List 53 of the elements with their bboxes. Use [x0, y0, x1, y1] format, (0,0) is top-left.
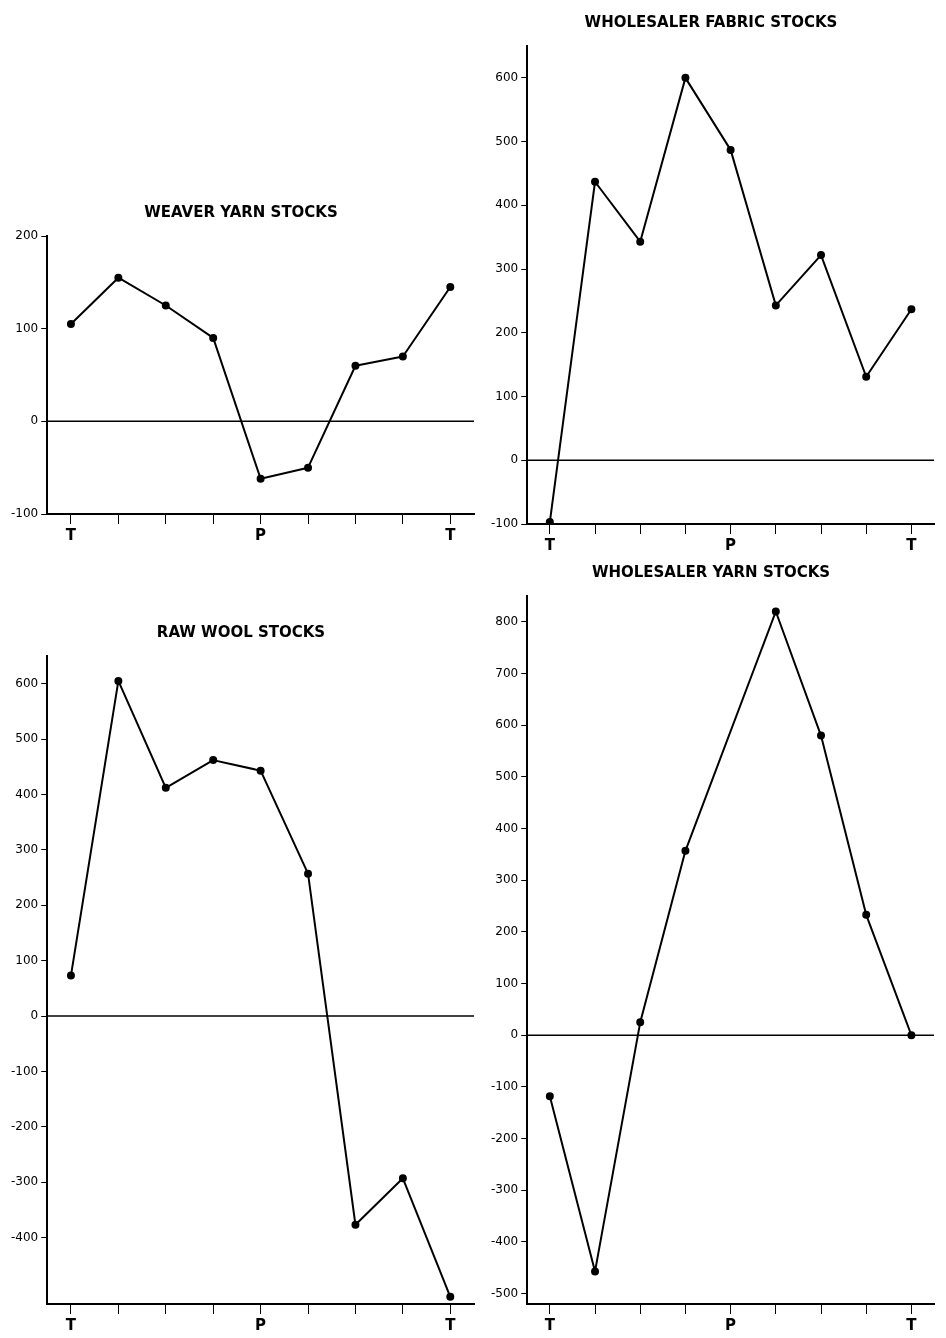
y-tick-label: 0 [30, 413, 39, 428]
x-tick-label: T [65, 525, 77, 544]
y-tick-label: 600 [495, 717, 519, 732]
y-tick-label: 200 [15, 897, 39, 912]
chart-title: WEAVER YARN STOCKS [144, 202, 338, 221]
y-tick-label: 600 [495, 69, 519, 84]
y-tick-label: -200 [491, 1130, 519, 1145]
y-tick-label: 400 [15, 786, 39, 801]
chart-title: WHOLESALER FABRIC STOCKS [584, 12, 838, 31]
y-tick-label: 500 [495, 769, 519, 783]
y-tick-label: -400 [11, 1229, 39, 1244]
y-tick-label: 400 [495, 820, 519, 835]
y-tick-label: 400 [495, 197, 519, 212]
y-tick-label: -200 [11, 1118, 39, 1133]
y-tick-label: 800 [495, 613, 519, 628]
y-tick-label: 100 [15, 952, 39, 967]
y-tick-label: 0 [510, 1027, 519, 1042]
y-tick-label: -500 [491, 1285, 519, 1300]
x-tick-label: T [445, 525, 457, 544]
y-tick-label: 700 [495, 665, 519, 680]
y-tick-label: 0 [510, 452, 519, 467]
x-tick-label: T [906, 1315, 918, 1334]
chart-title: RAW WOOL STOCKS [156, 622, 326, 641]
y-tick-label: -300 [491, 1182, 519, 1197]
y-tick-label: 300 [15, 841, 39, 856]
y-tick-label: 200 [15, 228, 39, 243]
y-tick-label: 100 [495, 975, 519, 990]
y-tick-label: 600 [15, 675, 39, 690]
y-tick-label: 100 [495, 388, 519, 403]
y-tick-label: 300 [495, 872, 519, 887]
y-tick-label: 500 [495, 133, 519, 148]
y-tick-label: 500 [15, 731, 39, 746]
y-tick-label: 100 [15, 320, 39, 335]
x-tick-label: P [725, 535, 737, 554]
y-tick-label: 200 [495, 324, 519, 339]
chart-title: WHOLESALER YARN STOCKS [591, 562, 831, 581]
x-tick-label: T [544, 535, 556, 554]
y-tick-label: -100 [491, 516, 519, 531]
y-tick-label: 300 [495, 261, 519, 276]
y-tick-label: -400 [491, 1234, 519, 1249]
y-tick-label: 0 [30, 1008, 39, 1023]
x-tick-label: T [544, 1315, 556, 1334]
y-tick-label: -100 [11, 506, 39, 521]
x-tick-label: P [255, 525, 267, 544]
x-tick-label: T [906, 535, 918, 554]
x-tick-label: T [65, 1315, 77, 1334]
y-tick-label: -100 [11, 1063, 39, 1078]
x-tick-label: T [445, 1315, 457, 1334]
y-tick-label: 200 [495, 924, 519, 939]
y-tick-label: -100 [491, 1079, 519, 1094]
x-tick-label: P [725, 1315, 737, 1334]
y-tick-label: -300 [11, 1174, 39, 1189]
x-tick-label: P [255, 1315, 267, 1334]
